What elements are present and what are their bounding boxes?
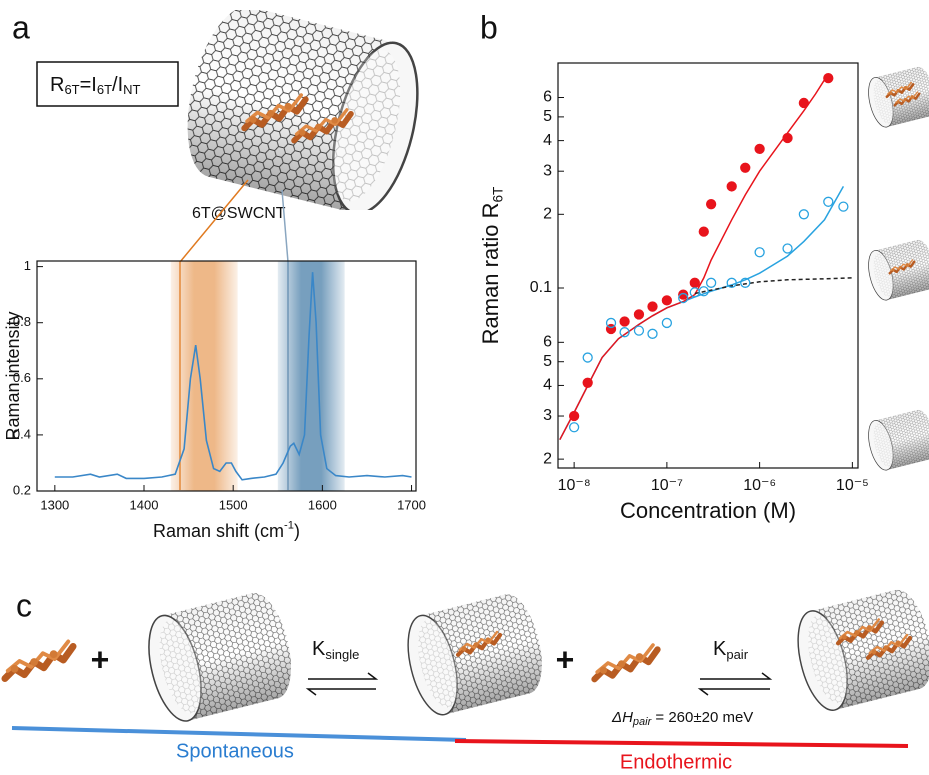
data-point — [705, 199, 717, 210]
x-tick-label: 1300 — [40, 497, 69, 512]
data-point — [740, 162, 751, 173]
x-axis-title: Raman shift (cm-1) — [153, 520, 300, 541]
divider — [11, 726, 467, 742]
data-point — [798, 97, 810, 109]
y-tick-label: 3 — [543, 162, 552, 179]
data-point — [647, 301, 658, 312]
data-point — [619, 316, 630, 327]
y-tick-label: 1 — [24, 258, 31, 273]
data-point — [661, 295, 673, 306]
data-point — [726, 181, 737, 192]
data-point — [568, 410, 580, 422]
data-point — [726, 277, 737, 288]
plus: + — [556, 641, 575, 677]
fit-line — [694, 277, 853, 295]
x-tick-label: 1400 — [130, 497, 159, 512]
data-point — [698, 286, 709, 297]
nanotube — [138, 586, 302, 728]
enthalpy: ΔHpair = 260±20 meV — [611, 709, 753, 728]
formula: R6T=I6T/INT — [50, 74, 141, 97]
y-tick-label: 3 — [543, 407, 552, 424]
equilibrium-arrow — [305, 672, 379, 696]
data-point — [647, 328, 658, 339]
y-tick-label: 2 — [543, 450, 552, 467]
rate-constant: Ksingle — [312, 638, 359, 662]
data-point — [705, 277, 717, 288]
x-tick-label: 10⁻⁵ — [836, 477, 869, 494]
panel-label: c — [16, 587, 32, 623]
divider — [454, 739, 909, 748]
nanotube — [863, 236, 929, 304]
data-point — [619, 327, 630, 338]
y-tick-label: 5 — [543, 108, 552, 125]
y-tick-label: 0.8 — [13, 314, 31, 329]
x-axis-title: Concentration (M) — [620, 498, 796, 523]
x-tick-label: 1600 — [308, 497, 337, 512]
plot-frame — [557, 62, 859, 469]
data-point — [754, 247, 765, 258]
nanotube — [863, 406, 929, 474]
data-point — [823, 196, 834, 207]
nanotube — [398, 588, 552, 721]
process-label: Spontaneous — [176, 740, 294, 762]
data-point — [568, 422, 580, 433]
y-tick-label: 0.2 — [13, 482, 31, 497]
molecule — [5, 642, 73, 679]
x-tick-label: 1700 — [397, 497, 426, 512]
fit-line — [559, 186, 845, 441]
fit-line — [559, 73, 829, 441]
panel-label: a — [12, 9, 30, 45]
y-tick-label: 6 — [543, 89, 552, 106]
x-tick-label: 1500 — [219, 497, 248, 512]
x-tick-label: 10⁻⁷ — [651, 477, 683, 494]
data-point — [633, 309, 645, 320]
data-point — [605, 317, 617, 329]
nanotube — [788, 583, 929, 717]
molecule — [595, 645, 658, 679]
data-point — [678, 292, 689, 304]
spectrum-line — [54, 272, 412, 481]
data-point — [823, 72, 834, 84]
y-tick-label: 0.6 — [13, 370, 31, 385]
nanotube — [170, 10, 435, 210]
plus: + — [91, 641, 110, 677]
y-tick-label: 6 — [543, 334, 552, 351]
x-tick-label: 10⁻⁶ — [743, 477, 776, 494]
y-tick-label: 0.4 — [13, 426, 31, 441]
y-axis-title: Raman ratio R6T — [478, 186, 505, 344]
data-point — [582, 352, 593, 363]
formula-box — [36, 61, 179, 107]
plot-frame — [36, 260, 417, 492]
data-point — [633, 325, 645, 336]
data-point — [798, 209, 810, 220]
y-tick-label: 5 — [543, 353, 552, 370]
process-label: Endothermic — [620, 751, 732, 773]
y-tick-label: 0.1 — [530, 279, 552, 296]
data-point — [661, 317, 673, 329]
data-point — [698, 226, 709, 237]
nanotube — [863, 63, 929, 131]
equilibrium-arrow — [697, 672, 773, 696]
data-point — [689, 277, 700, 288]
data-point — [582, 377, 593, 388]
y-axis-title: Raman intensity — [3, 311, 23, 440]
highlight-band — [170, 261, 238, 491]
data-point — [782, 132, 793, 144]
y-tick-label: 4 — [543, 132, 552, 149]
data-point — [754, 143, 765, 155]
x-tick-label: 10⁻⁸ — [558, 477, 591, 494]
data-point — [678, 289, 689, 300]
caption: 6T@SWCNT — [192, 205, 286, 222]
panel-label: b — [480, 9, 498, 45]
data-point — [838, 201, 849, 212]
data-point — [740, 277, 751, 288]
y-tick-label: 4 — [543, 377, 552, 394]
data-point — [782, 243, 793, 254]
rate-constant: Kpair — [713, 638, 749, 662]
y-tick-label: 2 — [543, 206, 552, 223]
